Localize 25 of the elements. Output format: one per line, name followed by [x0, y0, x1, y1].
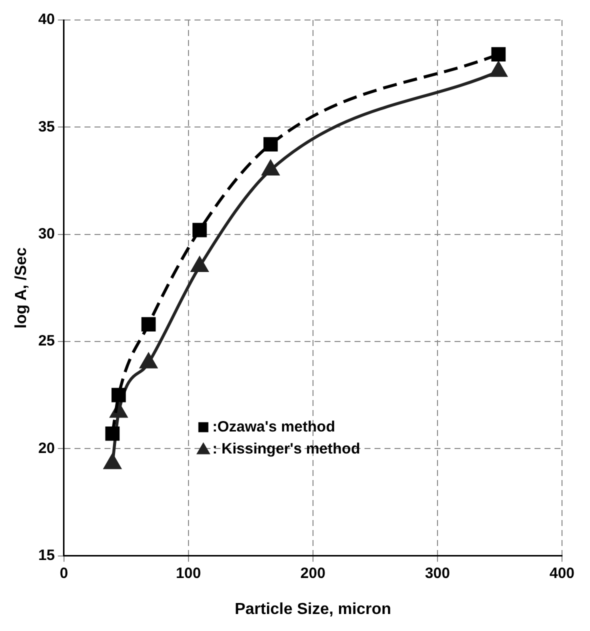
x-tick-label: 400 — [549, 564, 575, 582]
y-tick-label: 20 — [38, 440, 55, 457]
y-tick-label: 40 — [38, 11, 55, 28]
x-axis-title: Particle Size, micron — [234, 600, 392, 618]
point — [191, 256, 208, 272]
x-tick-label: 0 — [60, 564, 68, 582]
y-tick-label: 35 — [38, 118, 55, 136]
point — [192, 222, 207, 238]
y-tick-label: 30 — [38, 225, 55, 242]
x-tick-label: 200 — [300, 564, 326, 582]
point — [105, 426, 120, 441]
point — [141, 317, 156, 332]
point — [263, 137, 278, 152]
legend-label: :Ozawa's method — [212, 418, 336, 436]
x-tick-label: 100 — [176, 564, 201, 582]
y-tick-label: 25 — [38, 332, 55, 350]
x-tick-label: 300 — [424, 564, 450, 582]
y-axis-title: log A, /Sec — [13, 247, 30, 328]
legend-label: : Kissinger's method — [212, 440, 360, 458]
y-tick-label: 15 — [38, 546, 55, 564]
point — [140, 353, 157, 368]
point — [491, 47, 506, 62]
point — [112, 388, 126, 402]
point — [262, 160, 280, 176]
point — [104, 454, 121, 470]
